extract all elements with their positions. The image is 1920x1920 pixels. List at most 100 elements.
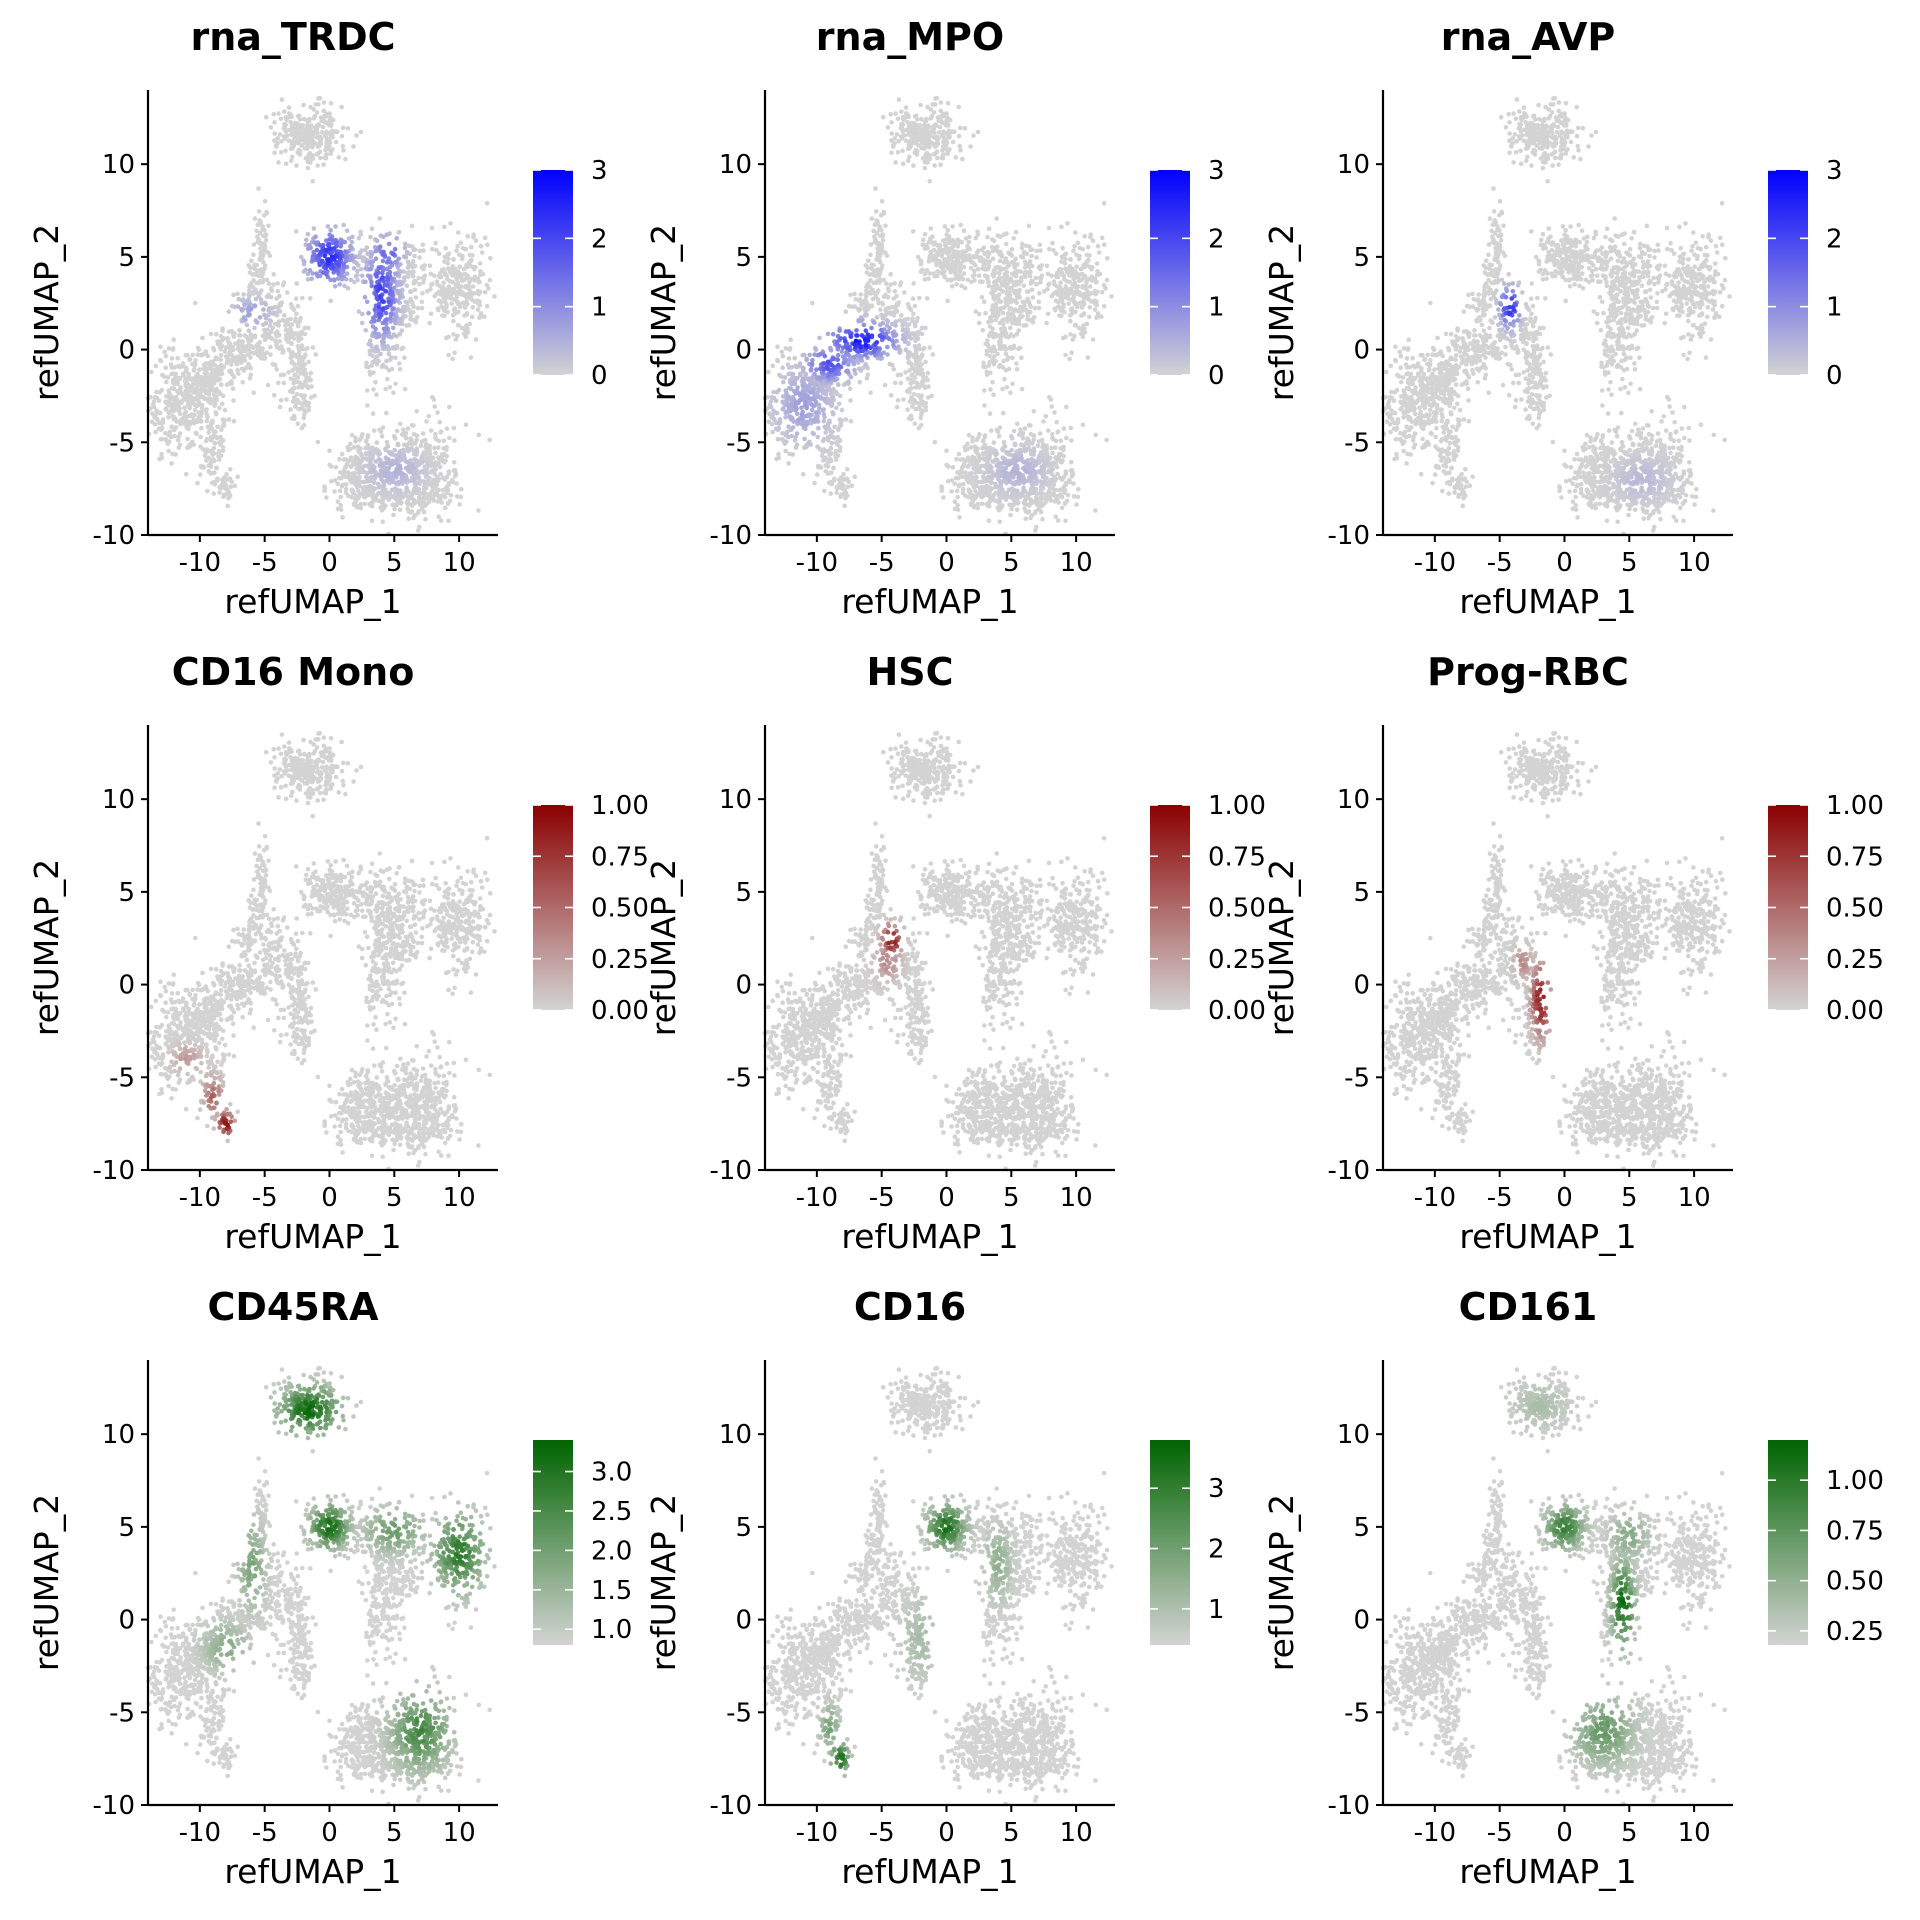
cell-point: [1042, 289, 1047, 294]
colorbar-tick-label: 0: [591, 361, 608, 391]
cell-point: [883, 281, 889, 287]
cell-point: [328, 298, 334, 304]
cell-point: [283, 148, 288, 154]
cell-points: [145, 95, 497, 537]
cell-point: [936, 118, 941, 123]
cell-point: [975, 505, 981, 511]
cell-point: [381, 326, 387, 332]
cell-point: [248, 306, 254, 312]
y-tick-label: 5: [118, 243, 135, 273]
cell-point: [953, 155, 959, 160]
cell-point: [187, 422, 193, 427]
cell-point: [960, 156, 965, 162]
cell-point: [386, 351, 392, 357]
cell-point: [891, 367, 896, 372]
cell-point: [1033, 275, 1038, 281]
cell-point: [442, 505, 448, 511]
cell-point: [426, 414, 432, 419]
cell-point: [459, 325, 465, 331]
cell-point: [378, 351, 383, 357]
cell-point: [788, 337, 793, 343]
cell-point: [833, 448, 839, 454]
cell-point: [177, 442, 183, 448]
cell-point: [204, 407, 209, 412]
cell-point: [306, 325, 311, 331]
cell-point: [360, 311, 365, 317]
cell-point: [470, 284, 476, 289]
cell-point: [308, 245, 314, 251]
cell-point: [405, 426, 411, 431]
cell-point: [175, 355, 180, 361]
cell-point: [242, 302, 247, 308]
cell-point: [336, 262, 341, 267]
cell-point: [1099, 289, 1105, 295]
cell-point: [261, 307, 266, 312]
cell-point: [392, 506, 397, 512]
cell-point: [290, 145, 295, 151]
cell-point: [1060, 245, 1065, 251]
cell-point: [268, 125, 274, 130]
cell-point: [1063, 471, 1069, 477]
cell-point: [338, 507, 344, 512]
cell-point: [918, 415, 924, 421]
cell-point: [451, 460, 457, 465]
cell-point: [888, 282, 893, 287]
cell-point: [328, 100, 334, 106]
cell-point: [376, 481, 381, 487]
cell-point: [990, 248, 995, 254]
cell-point: [372, 330, 378, 336]
cell-point: [315, 439, 321, 445]
cell-point: [842, 503, 847, 509]
cell-point: [337, 282, 343, 287]
cell-point: [201, 465, 207, 470]
cell-point: [985, 254, 991, 260]
cell-point: [300, 123, 306, 128]
cell-point: [380, 299, 385, 304]
cell-point: [391, 512, 396, 518]
cell-point: [433, 450, 438, 456]
cell-point: [336, 155, 342, 160]
cell-point: [191, 442, 196, 447]
cell-point: [1093, 280, 1099, 285]
cell-point: [177, 411, 183, 417]
cell-point: [463, 422, 469, 428]
cell-point: [166, 388, 171, 393]
cell-point: [1055, 429, 1061, 434]
cell-point: [253, 296, 259, 302]
cell-point: [961, 228, 967, 234]
cell-point: [912, 303, 918, 309]
cell-point: [1024, 307, 1029, 313]
cell-point: [396, 230, 402, 235]
cell-point: [319, 130, 325, 135]
cell-point: [956, 104, 961, 110]
cell-point: [332, 489, 337, 494]
cell-point: [256, 209, 262, 214]
cell-point: [421, 280, 426, 285]
cell-point: [1090, 238, 1096, 243]
cell-point: [455, 323, 461, 328]
cell-point: [283, 327, 289, 333]
cell-point: [991, 274, 996, 279]
cell-point: [154, 389, 159, 395]
cell-point: [394, 236, 400, 241]
cell-point: [274, 296, 280, 301]
cell-point: [169, 394, 174, 399]
cell-point: [1071, 276, 1076, 282]
cell-point: [895, 116, 901, 122]
cell-point: [321, 162, 326, 167]
cell-point: [323, 247, 329, 253]
cell-point: [411, 281, 417, 286]
cell-point: [976, 273, 982, 279]
cell-point: [191, 367, 197, 372]
cell-point: [1045, 428, 1051, 433]
cell-point: [220, 438, 226, 443]
cell-point: [1014, 507, 1020, 513]
cell-point: [415, 305, 421, 311]
cell-point: [218, 453, 224, 458]
cell-point: [1034, 255, 1039, 260]
cell-point: [914, 152, 920, 157]
cell-point: [417, 248, 423, 254]
cell-point: [880, 237, 886, 243]
cell-point: [288, 119, 293, 125]
cell-point: [1071, 494, 1077, 499]
